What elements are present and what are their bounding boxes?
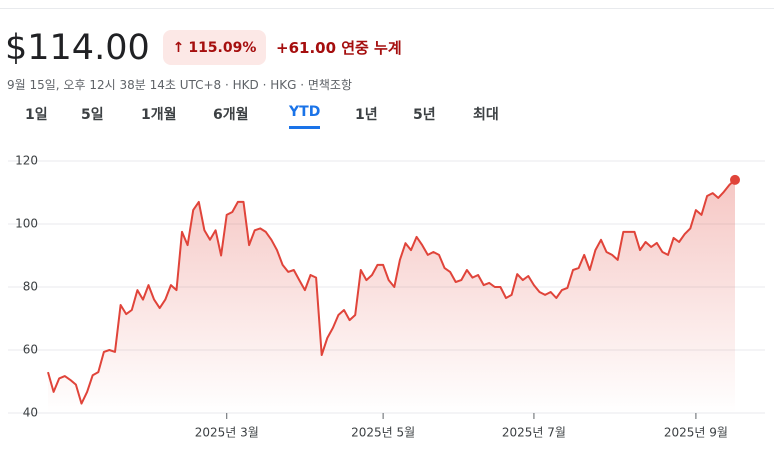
- x-tick-label: 2025년 7월: [502, 426, 566, 440]
- tab[interactable]: 5년: [413, 107, 436, 123]
- price-line: [47, 179, 736, 405]
- up-arrow: ↑: [172, 39, 185, 56]
- x-tick-label: 2025년 3월: [195, 426, 259, 440]
- y-tick-label: 100: [15, 217, 38, 231]
- y-tick-label: 60: [23, 343, 38, 357]
- tab[interactable]: 1일: [25, 107, 48, 123]
- y-tick-label: 80: [23, 280, 38, 294]
- tab[interactable]: 1개월: [141, 107, 177, 123]
- change-abs: +61.00 연중 누계: [276, 39, 402, 57]
- tab[interactable]: 6개월: [213, 107, 249, 123]
- change-badge: ↑ 115.09%: [163, 30, 266, 65]
- tab[interactable]: 5일: [81, 107, 104, 123]
- range-tabs: 1일 5일 1개월 6개월 YTD 1년 5년 최대: [0, 104, 774, 130]
- subtitle: 9월 15일, 오후 12시 38분 14초 UTC+8 · HKD · HKG…: [7, 78, 352, 92]
- tab[interactable]: 최대: [473, 107, 499, 123]
- divider: [0, 8, 774, 9]
- y-tick-label: 120: [15, 154, 38, 168]
- change-pct: 115.09%: [188, 39, 257, 56]
- x-tick-label: 2025년 9월: [664, 426, 728, 440]
- y-tick-label: 40: [23, 406, 38, 420]
- tab[interactable]: 1년: [355, 107, 378, 123]
- price: $114.00: [5, 28, 150, 68]
- tab[interactable]: YTD: [289, 104, 321, 129]
- x-tick-label: 2025년 5월: [351, 426, 415, 440]
- last-point: [730, 174, 740, 185]
- area: [48, 179, 735, 413]
